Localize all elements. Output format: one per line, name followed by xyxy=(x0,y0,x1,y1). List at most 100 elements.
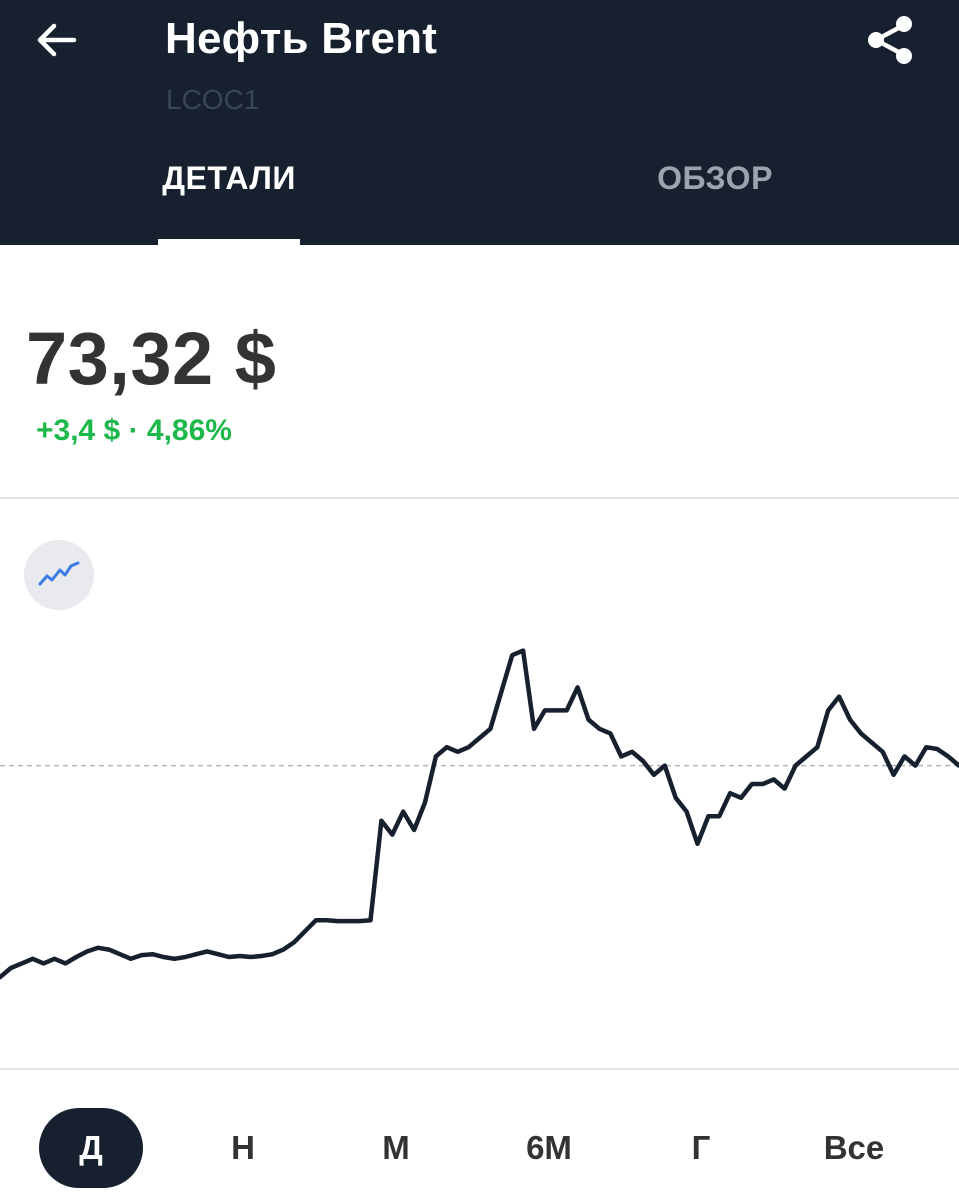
data-point xyxy=(674,796,678,800)
data-point xyxy=(532,727,536,731)
data-point xyxy=(641,759,645,763)
data-point xyxy=(270,952,274,956)
data-point xyxy=(151,952,155,956)
data-point xyxy=(31,957,35,961)
period-day-button[interactable]: Д xyxy=(39,1108,143,1188)
data-point xyxy=(162,955,165,959)
data-point xyxy=(521,649,525,653)
data-point xyxy=(107,948,111,952)
chart-type-button[interactable] xyxy=(24,540,94,610)
period-selector: Д Н М 6М Г Все xyxy=(0,1108,959,1188)
data-point xyxy=(467,745,471,749)
data-point xyxy=(358,919,362,923)
data-point xyxy=(510,653,514,657)
data-point xyxy=(663,764,667,768)
data-point xyxy=(924,745,928,749)
data-point xyxy=(576,685,580,689)
data-point xyxy=(935,747,939,751)
data-point xyxy=(881,750,885,754)
data-point xyxy=(565,708,569,712)
data-point xyxy=(20,961,24,965)
data-point xyxy=(696,842,699,846)
data-point xyxy=(303,929,307,933)
data-point xyxy=(543,708,547,712)
data-point xyxy=(728,791,732,795)
data-point xyxy=(870,741,874,745)
data-point xyxy=(96,946,100,950)
data-point xyxy=(608,731,612,735)
line-chart-icon xyxy=(38,561,80,586)
data-point xyxy=(369,918,372,922)
data-point xyxy=(42,961,46,965)
data-point xyxy=(9,966,13,970)
data-point xyxy=(249,955,253,959)
data-point xyxy=(336,919,340,923)
period-6month-button[interactable]: 6М xyxy=(526,1129,572,1166)
data-point xyxy=(652,773,656,777)
data-point xyxy=(859,731,863,735)
data-point xyxy=(238,954,242,958)
data-point xyxy=(783,787,787,791)
data-point xyxy=(325,918,329,922)
period-week-button[interactable]: Н xyxy=(231,1129,255,1166)
divider xyxy=(0,497,959,499)
data-point xyxy=(587,718,590,722)
data-point xyxy=(554,708,558,712)
data-point xyxy=(281,948,285,952)
data-point xyxy=(772,777,776,781)
back-button[interactable] xyxy=(28,14,84,66)
current-price: 73,32 $ xyxy=(26,317,277,400)
data-point xyxy=(423,800,427,804)
data-point xyxy=(826,708,830,712)
price-change: +3,4 $ · 4,86% xyxy=(36,414,232,447)
period-all-button[interactable]: Все xyxy=(823,1129,885,1166)
data-point xyxy=(412,828,416,832)
app-header: Нефть Brent LCOC1 ДЕТАЛИ ОБЗОР xyxy=(0,0,959,245)
price-chart[interactable] xyxy=(0,500,959,1068)
data-point xyxy=(347,919,351,923)
data-point xyxy=(815,745,819,749)
data-point xyxy=(0,975,2,979)
tab-overview[interactable]: ОБЗОР xyxy=(657,160,773,196)
data-point xyxy=(85,949,89,953)
share-button[interactable] xyxy=(862,12,918,68)
data-point xyxy=(892,773,896,777)
data-point xyxy=(74,955,78,959)
data-point xyxy=(292,940,296,944)
data-point xyxy=(183,955,187,959)
data-point xyxy=(619,754,623,758)
share-icon xyxy=(868,16,912,64)
data-point xyxy=(706,814,710,818)
data-point xyxy=(630,750,634,754)
data-point xyxy=(837,695,841,699)
data-point xyxy=(761,782,765,786)
data-point xyxy=(478,736,481,740)
data-point xyxy=(129,957,133,961)
data-point xyxy=(118,952,122,956)
data-point xyxy=(63,961,67,965)
tab-details[interactable]: ДЕТАЛИ xyxy=(162,160,296,196)
data-point xyxy=(804,754,808,758)
active-tab-indicator xyxy=(158,239,300,245)
data-point xyxy=(750,782,754,786)
ticker-symbol: LCOC1 xyxy=(166,84,260,115)
data-point xyxy=(379,819,383,823)
data-point xyxy=(260,954,263,958)
data-point xyxy=(903,754,906,758)
period-month-button[interactable]: М xyxy=(382,1129,410,1166)
data-point xyxy=(390,833,394,837)
data-point xyxy=(794,764,797,768)
data-point xyxy=(140,953,144,957)
data-point xyxy=(401,810,405,814)
data-point xyxy=(445,745,449,749)
period-year-button[interactable]: Г xyxy=(691,1129,711,1166)
data-point xyxy=(205,949,209,953)
data-point xyxy=(499,690,503,694)
divider xyxy=(0,1068,959,1070)
data-point xyxy=(685,810,689,814)
arrow-left-icon xyxy=(37,23,77,57)
data-point xyxy=(227,955,231,959)
data-point xyxy=(434,754,438,758)
data-point xyxy=(848,718,852,722)
data-point xyxy=(946,754,950,758)
